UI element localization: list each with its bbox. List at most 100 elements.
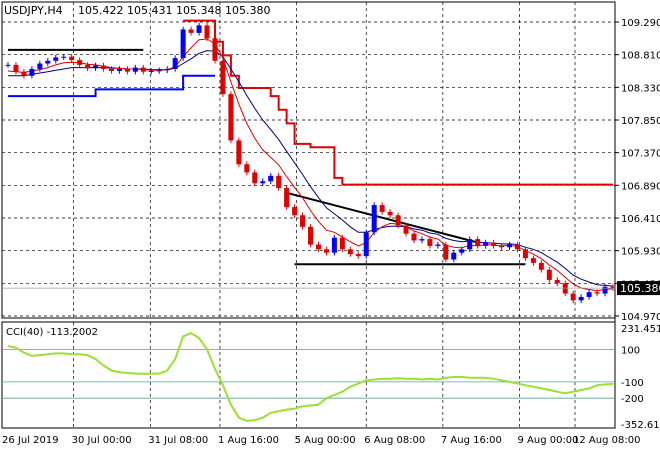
candle-up	[93, 65, 99, 69]
candle-down	[13, 64, 19, 72]
y-tick-label: 105.930	[621, 247, 660, 258]
cci-line	[7, 331, 614, 422]
candle-up	[507, 244, 513, 248]
candle-down	[530, 258, 536, 263]
y-tick-label: 109.290	[621, 18, 660, 29]
channel-upper-line	[183, 19, 613, 186]
candle-down	[252, 172, 258, 184]
candle-down	[323, 249, 329, 253]
candle-down	[538, 262, 544, 270]
axes: 26 Jul 2019 30 Jul 00:00 31 Jul 08:00 1 Aug…	[2, 18, 660, 446]
trendline	[286, 191, 478, 244]
cci-tick-label: -100	[621, 378, 644, 389]
candle-down	[300, 215, 306, 227]
candle-down	[411, 233, 417, 241]
candle-down	[347, 249, 353, 255]
ma-slow-line	[8, 50, 614, 287]
candle-up	[5, 64, 11, 66]
candle-up	[180, 29, 186, 59]
cci-series	[2, 331, 615, 422]
candle-up	[164, 68, 170, 71]
candle-down	[69, 56, 75, 61]
candle-up	[148, 71, 154, 72]
candle-up	[331, 237, 337, 253]
y-tick-label: 106.890	[621, 181, 660, 192]
candle-down	[292, 207, 298, 216]
candle-down	[108, 68, 114, 71]
candle-down	[355, 254, 361, 257]
y-tick-label: 104.970	[621, 312, 660, 323]
candle-up	[61, 56, 67, 58]
x-tick-label: 7 Aug 16:00	[441, 435, 502, 446]
candle-down	[379, 205, 385, 212]
x-tick-label: 31 Jul 08:00	[148, 435, 208, 446]
candle-down	[284, 188, 290, 208]
candle-down	[188, 29, 194, 33]
x-tick-label: 1 Aug 16:00	[218, 435, 279, 446]
candle-up	[45, 60, 51, 64]
x-tick-label: 30 Jul 00:00	[72, 435, 132, 446]
candle-down	[403, 225, 409, 234]
candle-up	[459, 249, 465, 253]
candle-down	[140, 67, 146, 72]
candle-down	[546, 269, 552, 280]
candle-down	[522, 249, 528, 259]
candle-down	[339, 237, 345, 250]
y-tick-label: 108.810	[621, 51, 660, 62]
candle-up	[37, 63, 43, 69]
candle-down	[220, 60, 226, 95]
candle-down	[204, 25, 210, 39]
candle-down	[85, 64, 91, 69]
x-tick-label: 5 Aug 00:00	[295, 435, 356, 446]
chart-symbol: USDJPY,H4	[4, 4, 63, 17]
candle-up	[435, 244, 441, 246]
candle-up	[132, 67, 138, 72]
candle-up	[586, 292, 592, 297]
candle-up	[260, 181, 266, 184]
candle-up	[371, 205, 377, 233]
chart-ohlc: 105.422 105.431 105.348 105.380	[78, 4, 270, 17]
candle-up	[467, 239, 473, 250]
candle-down	[475, 239, 481, 246]
candle-down	[491, 242, 497, 246]
candle-up	[419, 239, 425, 241]
x-tick-label: 12 Aug 08:00	[573, 435, 640, 446]
candle-down	[514, 244, 520, 250]
candle-up	[156, 70, 162, 72]
candle-down	[570, 293, 576, 301]
candle-up	[172, 58, 178, 69]
grid	[1, 1, 616, 429]
candle-up	[578, 296, 584, 301]
candle-down	[499, 245, 505, 248]
candle-up	[196, 25, 202, 33]
y-tick-label: 108.330	[621, 83, 660, 94]
cci-tick-label: 231.4512	[621, 324, 660, 335]
candle-down	[387, 211, 393, 216]
y-tick-label: 107.850	[621, 116, 660, 127]
cci-tick-label: -352.6178	[621, 420, 660, 431]
candle-down	[101, 65, 107, 69]
candle-down	[212, 38, 218, 61]
candle-down	[236, 140, 242, 165]
candle-down	[308, 226, 313, 245]
candle-up	[363, 232, 369, 257]
candle-up	[29, 68, 35, 76]
price-series	[2, 19, 616, 304]
last-price-tag	[617, 281, 660, 296]
candle-up	[53, 57, 59, 61]
candle-down	[610, 286, 616, 289]
cci-label: CCI(40) -113.2002	[6, 327, 98, 338]
y-tick-label: 107.370	[621, 149, 660, 160]
candle-down	[427, 239, 433, 246]
candle-down	[228, 94, 234, 141]
candle-down	[594, 292, 600, 294]
candle-up	[268, 175, 274, 182]
candle-down	[443, 244, 449, 260]
candle-down	[21, 71, 27, 76]
y-tick-label: 106.410	[621, 214, 660, 225]
candle-up	[116, 68, 122, 71]
x-tick-label: 26 Jul 2019	[2, 435, 59, 446]
candle-up	[483, 242, 489, 246]
